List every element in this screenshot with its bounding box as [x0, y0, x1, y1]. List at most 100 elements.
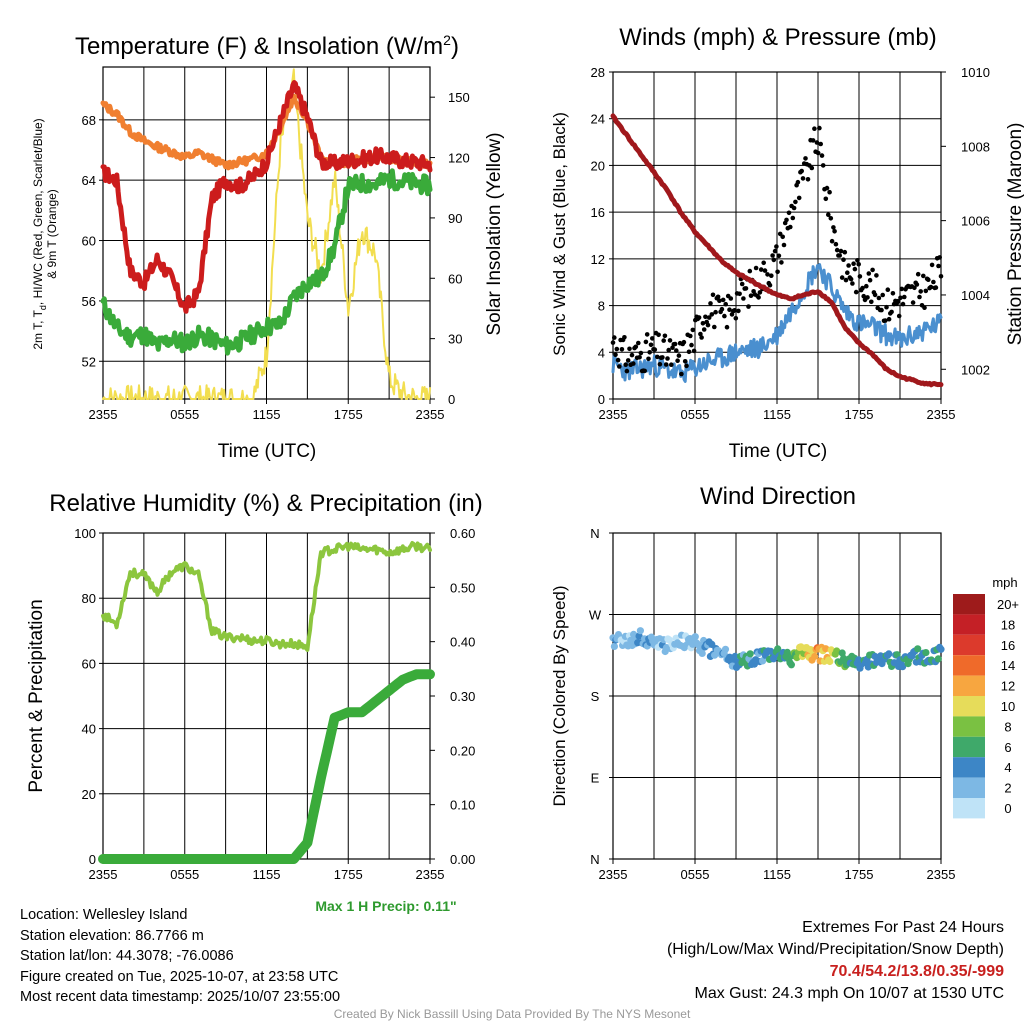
humidity-y-tick-label: 60: [82, 656, 96, 671]
gust-point: [612, 335, 617, 340]
wind-direction-point: [826, 657, 834, 666]
temperature-y-tick-label: 52: [82, 354, 96, 369]
gust-point: [872, 292, 878, 298]
wind-direction-point: [721, 645, 730, 653]
gust-point: [758, 267, 764, 272]
gust-point: [712, 324, 717, 330]
winds-x-tick-label: 2355: [599, 407, 628, 422]
winds-y-tick-label: 20: [591, 158, 605, 173]
precip-y-tick-label: 0.20: [450, 743, 475, 758]
humidity-x-tick-label: 0555: [170, 867, 199, 882]
gust-point: [648, 342, 654, 348]
gust-point: [917, 294, 922, 300]
gust-point: [851, 261, 856, 267]
gust-point: [676, 353, 682, 358]
extremes-heading: Extremes For Past 24 Hours: [802, 919, 1004, 936]
gust-point: [914, 282, 920, 287]
gust-point: [757, 290, 763, 295]
gust-point: [803, 156, 808, 161]
gust-point: [613, 352, 618, 358]
humidity-title: Relative Humidity (%) & Precipitation (i…: [49, 490, 482, 517]
wind-direction-x-tick-label: 1155: [763, 867, 791, 882]
gust-point: [701, 327, 707, 332]
gust-point: [799, 168, 804, 174]
gust-point: [833, 241, 839, 247]
gust-point: [869, 299, 874, 305]
humidity-y-tick-label: 40: [82, 722, 96, 737]
gust-point: [674, 348, 679, 353]
winds-y-tick-label: 8: [598, 299, 605, 314]
gust-point: [832, 229, 837, 234]
temperature-y-tick-label: 60: [82, 234, 96, 249]
humidity-x-tick-label: 2355: [416, 867, 445, 882]
humidity-line: [101, 541, 432, 652]
gust-point: [722, 313, 727, 319]
gust-point: [727, 307, 732, 313]
humidity-y-tick-label: 0: [89, 852, 96, 867]
gust-point: [864, 283, 869, 289]
wind-direction-y-label: Direction (Colored By Speed): [550, 585, 569, 806]
speed-legend-label: 2: [1004, 781, 1011, 796]
gust-point: [936, 263, 941, 269]
winds-y-tick-label: 0: [598, 392, 605, 407]
pressure-y-label: Station Pressure (Maroon): [1005, 123, 1024, 346]
gust-point: [828, 216, 834, 221]
wind-direction-point: [922, 649, 930, 657]
gust-point: [720, 297, 726, 303]
wind-direction-title: Wind Direction: [700, 483, 856, 510]
gust-point: [866, 271, 872, 276]
wind-direction-point: [811, 652, 819, 661]
winds-grid: [613, 72, 941, 399]
gust-point: [737, 291, 742, 297]
gust-point: [795, 179, 801, 185]
gust-point: [815, 150, 821, 156]
precip-y-tick-label: 0.50: [450, 580, 475, 595]
gust-point: [662, 333, 668, 339]
gust-point: [829, 238, 835, 244]
wind-direction-point: [838, 649, 846, 657]
temperature-y-label: 2m T, Td, HI/WC (Red, Green, Scarlet/Blu…: [31, 118, 48, 349]
gust-point: [886, 316, 892, 322]
gust-point: [823, 196, 829, 202]
gust-point: [788, 224, 793, 230]
temperature-x-label: Time (UTC): [218, 441, 317, 462]
wind-direction-x-tick-label: 2355: [927, 867, 956, 882]
humidity-x-tick-label: 2355: [89, 867, 118, 882]
gust-point: [912, 285, 917, 291]
gust-point: [666, 347, 671, 353]
gust-point: [708, 301, 713, 306]
gust-point: [633, 344, 639, 350]
wind-direction-point: [691, 633, 699, 641]
temperature-y-tick-label: 68: [82, 113, 96, 128]
gust-point: [747, 268, 753, 274]
speed-legend-label: 18: [1001, 617, 1015, 632]
speed-legend-swatch: [953, 798, 985, 819]
gust-point: [741, 296, 746, 301]
temp-2m-line: [100, 80, 433, 314]
speed-legend-label: 6: [1004, 740, 1011, 755]
gust-point: [665, 356, 670, 361]
gust-point: [915, 271, 921, 277]
gust-point: [774, 244, 779, 249]
speed-legend-swatch: [953, 696, 985, 717]
winds-x-tick-label: 1155: [763, 407, 791, 422]
gust-point: [627, 346, 632, 352]
gust-point: [719, 306, 725, 312]
gust-point: [681, 339, 687, 345]
gust-point: [733, 316, 739, 321]
gust-points: [610, 125, 944, 377]
precip-y-tick-label: 0.30: [450, 689, 475, 704]
wind-direction-point: [774, 645, 782, 653]
gust-point: [652, 347, 658, 352]
gust-point: [786, 210, 792, 216]
gust-point: [644, 332, 650, 337]
gust-point: [686, 349, 692, 355]
humidity-panel: Relative Humidity (%) & Precipitation (i…: [26, 490, 483, 914]
gust-point: [848, 276, 854, 282]
gust-point: [762, 268, 768, 273]
temperature-x-tick-label: 2355: [416, 407, 445, 422]
speed-legend-label: 14: [1001, 658, 1015, 673]
gust-point: [883, 318, 888, 323]
gust-point: [776, 253, 782, 259]
temperature-y-tick-label: 56: [82, 294, 96, 309]
